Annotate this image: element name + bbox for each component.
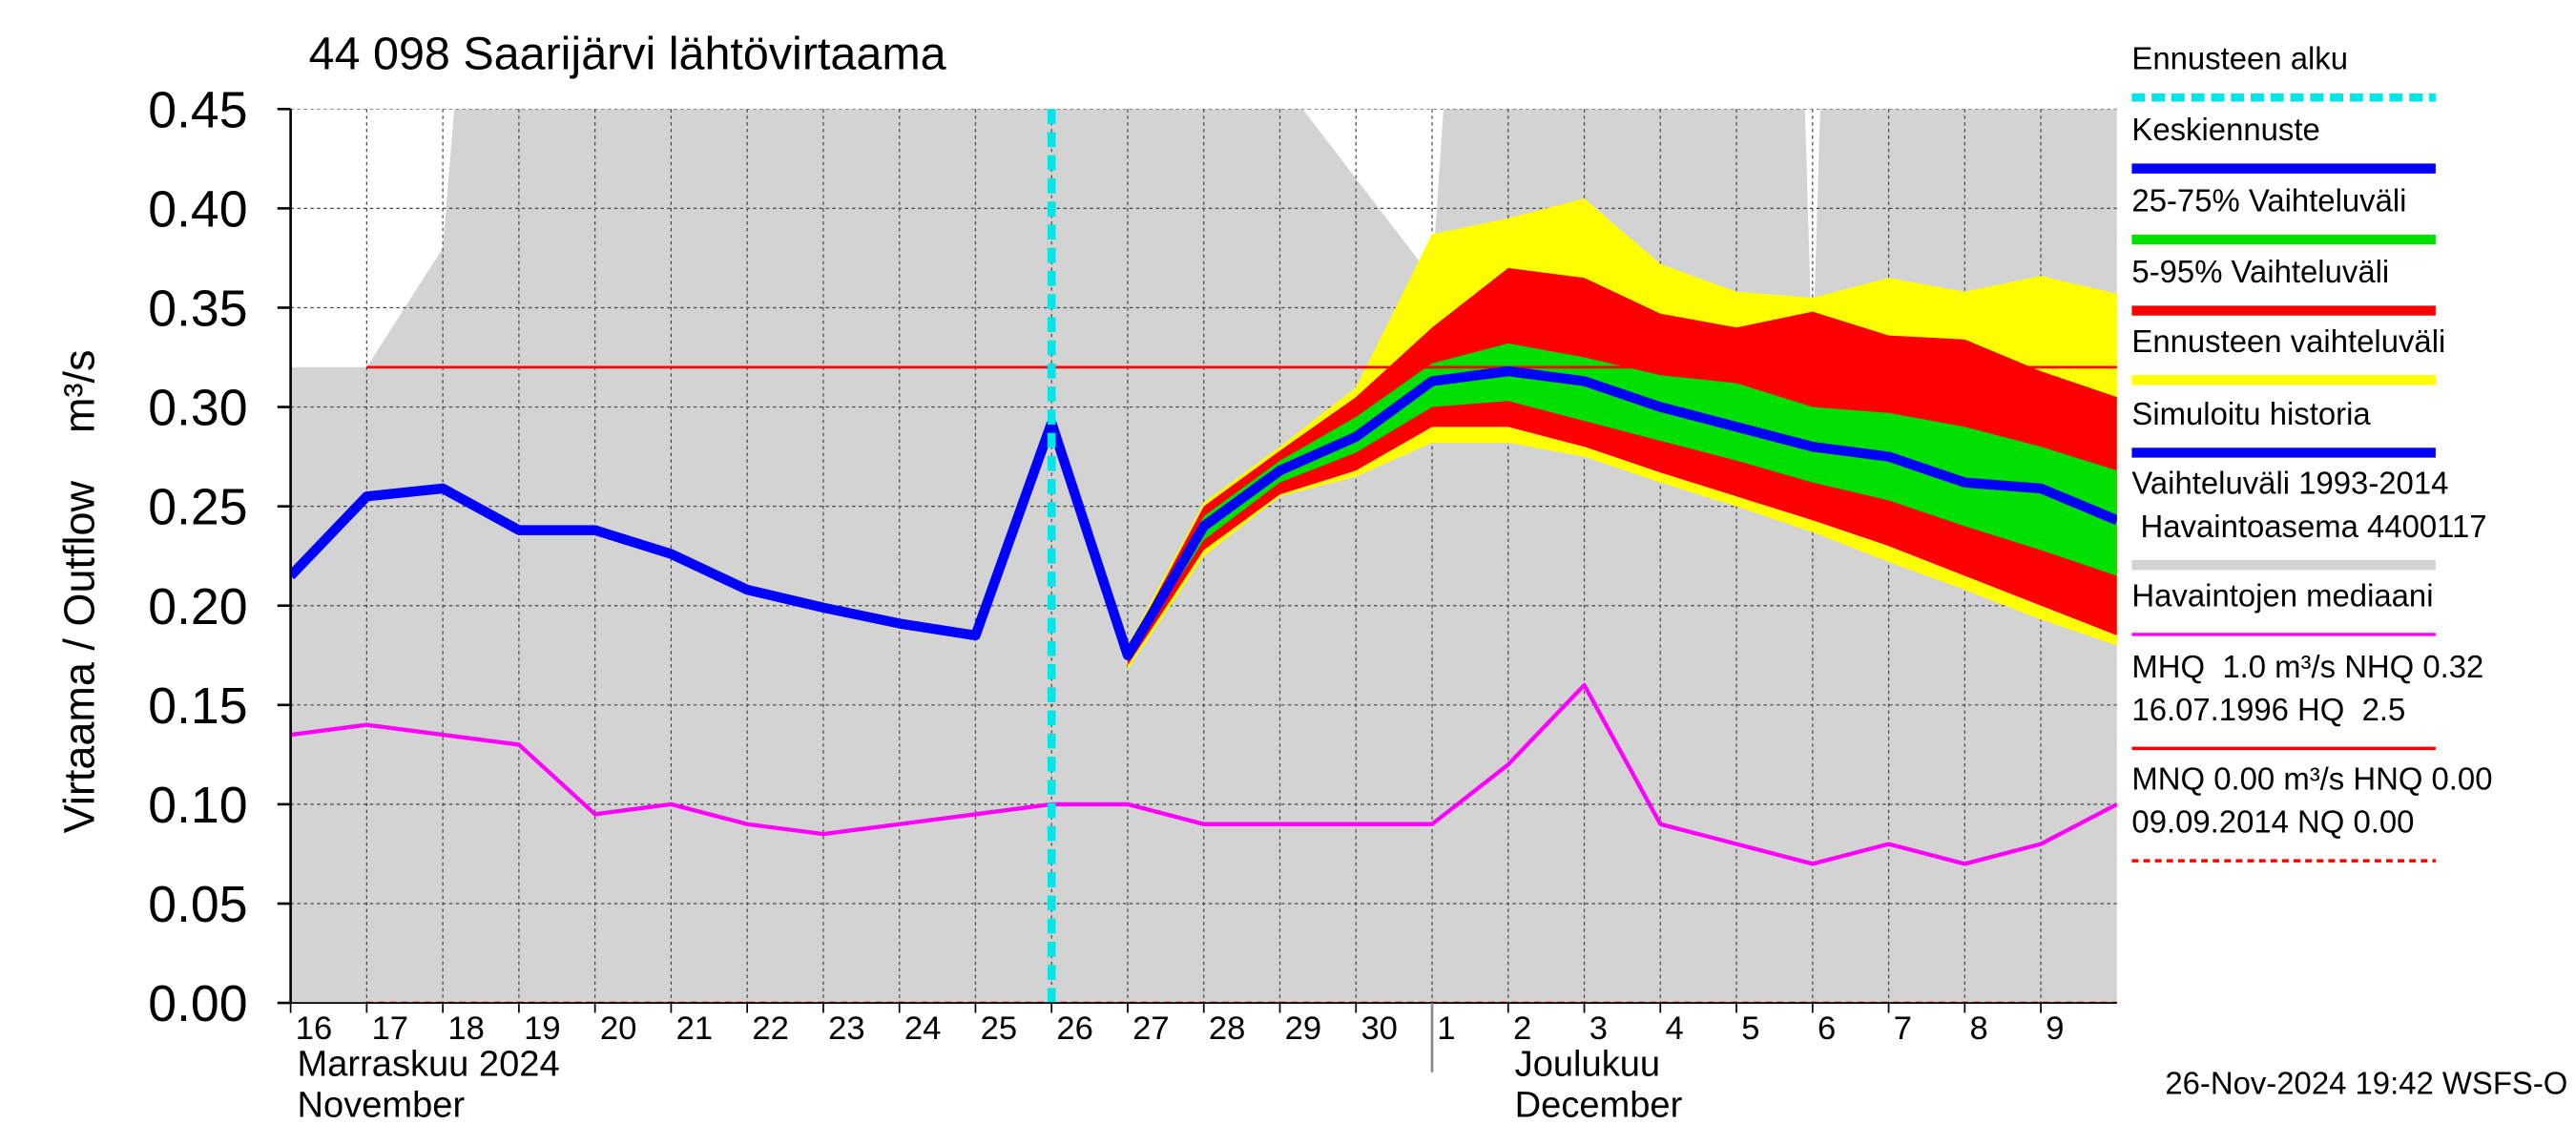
x-tick-label: 17 <box>372 1010 408 1047</box>
x-tick-label: 8 <box>1970 1010 1988 1047</box>
footer: 26-Nov-2024 19:42 WSFS-O <box>2165 1065 2567 1100</box>
legend-label: Havaintoasema 4400117 <box>2131 509 2486 544</box>
x-tick-label: 25 <box>981 1010 1017 1047</box>
month-label: Joulukuu <box>1515 1044 1660 1084</box>
x-tick-label: 4 <box>1665 1010 1683 1047</box>
month-label: December <box>1515 1086 1683 1126</box>
x-tick-label: 22 <box>752 1010 788 1047</box>
legend-label: Vaihteluväli 1993-2014 <box>2131 466 2448 501</box>
y-tick-label: 0.10 <box>148 777 247 834</box>
x-tick-label: 6 <box>1818 1010 1836 1047</box>
x-tick-label: 9 <box>2046 1010 2064 1047</box>
x-tick-label: 1 <box>1437 1010 1455 1047</box>
y-tick-label: 0.35 <box>148 280 247 337</box>
legend-label: MNQ 0.00 m³/s HNQ 0.00 <box>2131 761 2492 797</box>
axes: 0.00 0.05 0.10 0.15 0.20 0.25 0.30 0.35 0.40 0.45… <box>148 41 2492 1126</box>
y-tick-label: 0.00 <box>148 975 247 1032</box>
legend-label: 16.07.1996 HQ 2.5 <box>2131 692 2405 727</box>
y-axis-label: Virtaama / Outflow m³/s <box>55 349 104 833</box>
x-tick-label: 2 <box>1513 1010 1531 1047</box>
y-tick-label: 0.20 <box>148 578 247 635</box>
y-tick-label: 0.40 <box>148 180 247 238</box>
x-tick-label: 23 <box>828 1010 864 1047</box>
legend-label: Ennusteen vaihteluväli <box>2131 323 2445 359</box>
legend-label: MHQ 1.0 m³/s NHQ 0.32 <box>2131 649 2483 684</box>
x-tick-label: 20 <box>600 1010 636 1047</box>
legend-label: 09.09.2014 NQ 0.00 <box>2131 804 2414 840</box>
x-tick-label: 29 <box>1285 1010 1321 1047</box>
month-label: Marraskuu 2024 <box>298 1044 560 1084</box>
y-tick-label: 0.05 <box>148 876 247 933</box>
y-tick-label: 0.25 <box>148 479 247 536</box>
series-line <box>290 421 1057 641</box>
x-tick-label: 5 <box>1741 1010 1759 1047</box>
x-tick-label: 18 <box>447 1010 484 1047</box>
x-tick-label: 16 <box>296 1010 332 1047</box>
x-tick-label: 30 <box>1361 1010 1397 1047</box>
series-line <box>290 682 2117 866</box>
x-tick-label: 21 <box>676 1010 713 1047</box>
y-tick-label: 0.15 <box>148 677 247 735</box>
legend-label: Keskiennuste <box>2131 112 2319 147</box>
legend-label: Simuloitu historia <box>2131 396 2371 431</box>
legend-label: Havaintojen mediaani <box>2131 577 2433 613</box>
x-tick-label: 26 <box>1056 1010 1092 1047</box>
x-tick-label: 7 <box>1894 1010 1912 1047</box>
month-label: November <box>298 1086 466 1126</box>
legend-label: 25-75% Vaihteluväli <box>2131 183 2406 219</box>
x-tick-label: 27 <box>1132 1010 1169 1047</box>
y-tick-label: 0.30 <box>148 380 247 437</box>
y-tick-label: 0.45 <box>148 81 247 138</box>
legend-label: 5-95% Vaihteluväli <box>2131 254 2389 289</box>
x-tick-label: 19 <box>524 1010 560 1047</box>
plot-area <box>290 109 2117 1004</box>
chart-title: 44 098 Saarijärvi lähtövirtaama <box>309 29 946 80</box>
legend-label: Ennusteen alku <box>2131 41 2348 76</box>
series-line <box>1047 365 2117 660</box>
x-tick-label: 28 <box>1209 1010 1245 1047</box>
x-tick-label: 3 <box>1589 1010 1608 1047</box>
x-tick-label: 24 <box>904 1010 941 1047</box>
